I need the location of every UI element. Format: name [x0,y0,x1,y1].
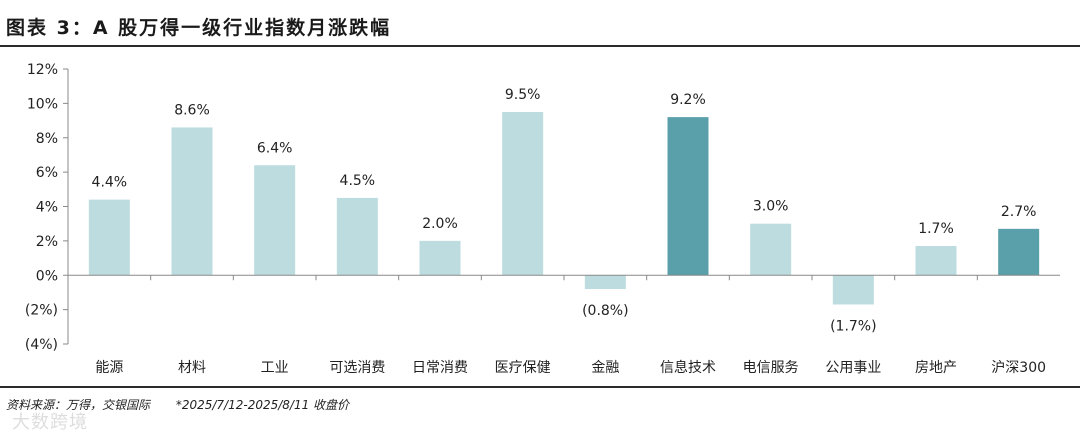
y-tick-label: 0% [36,268,58,284]
y-tick-label: 6% [36,165,58,181]
category-label: 沪深300 [991,360,1046,376]
y-tick-label: 10% [27,96,58,112]
category-label: 信息技术 [660,359,716,376]
data-label: (0.8%) [582,303,629,319]
watermark-logo: 大数跨境 [12,412,88,433]
bar [750,223,792,276]
bar [998,228,1040,276]
category-label: 公用事业 [825,360,881,376]
bar [336,197,378,276]
y-tick-label: (2%) [25,303,58,319]
y-tick-label: (4%) [25,337,58,353]
category-label: 工业 [261,360,289,376]
y-tick-label: 2% [36,234,58,250]
bar [419,240,461,276]
category-label: 材料 [178,360,206,376]
bar [832,275,874,305]
category-label: 医疗保健 [495,360,551,376]
category-label: 房地产 [915,360,957,376]
bar-chart: 12% 10% 8% 6% 4% 2% 0% (2%) (4%) 4.4% 能源 8.6% 材料 6.4%… [25,62,1060,376]
data-label: 3.0% [753,199,789,215]
y-tick-label: 8% [36,131,58,147]
category-label: 可选消费 [329,360,385,376]
data-label: 2.7% [1001,204,1037,220]
data-label: 9.2% [670,92,706,108]
bar [171,127,213,276]
category-label: 日常消费 [412,360,468,376]
bar [584,275,626,289]
data-label: (1.7%) [830,318,877,334]
title-rule [0,45,1080,47]
data-label: 4.5% [340,173,376,189]
data-label: 4.4% [92,175,128,191]
y-tick-label: 4% [36,200,58,216]
source-note: 资料来源：万得，交银国际 [6,398,151,412]
data-label: 8.6% [174,102,210,118]
category-label: 金融 [591,360,619,376]
bar [667,117,709,276]
chart-title: 图表 3：A 股万得一级行业指数月涨跌幅 [6,17,392,39]
data-label: 2.0% [422,216,458,232]
data-label: 9.5% [505,87,541,103]
footer-rule [0,386,1080,388]
y-tick-label: 12% [27,62,58,78]
bar [915,246,957,276]
footer: 资料来源：万得，交银国际 *2025/7/12-2025/8/11 收盘价 [6,396,371,413]
bar [254,165,296,276]
data-label: 6.4% [257,140,293,156]
date-note: *2025/7/12-2025/8/11 收盘价 [175,398,350,412]
data-label: 1.7% [918,221,954,237]
bar [502,111,544,276]
category-label: 电信服务 [743,360,799,376]
category-label: 能源 [95,360,123,376]
bar [88,199,130,276]
